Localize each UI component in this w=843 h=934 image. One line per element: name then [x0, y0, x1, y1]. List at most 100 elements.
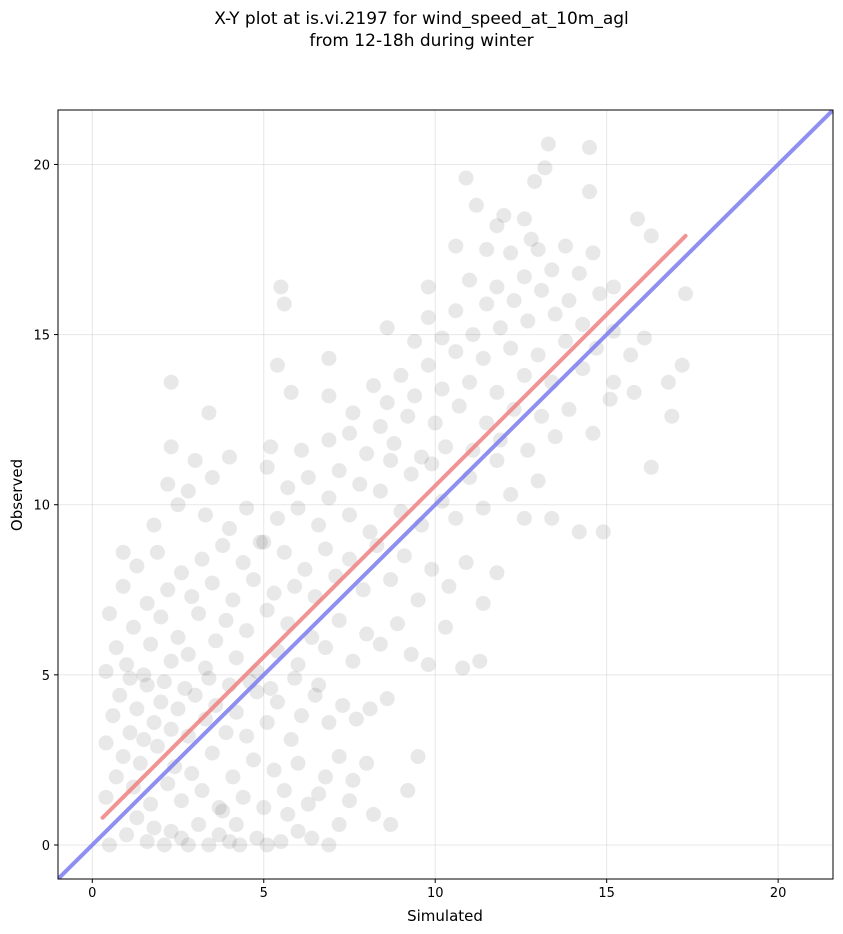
- scatter-point: [575, 316, 591, 332]
- scatter-point: [108, 769, 124, 785]
- scatter-point: [503, 487, 519, 502]
- scatter-point: [273, 834, 289, 850]
- scatter-point: [379, 320, 395, 336]
- scatter-point: [321, 350, 337, 366]
- scatter-point: [335, 697, 351, 713]
- scatter-point: [187, 687, 203, 703]
- scatter-point: [211, 800, 227, 816]
- scatter-point: [585, 425, 601, 441]
- scatter-point: [424, 456, 440, 472]
- scatter-point: [311, 677, 327, 693]
- one-to-one-line: [58, 110, 833, 879]
- scatter-point: [139, 834, 155, 850]
- scatter-point: [479, 415, 495, 431]
- scatter-point: [191, 817, 207, 833]
- scatter-point: [386, 435, 402, 451]
- scatter-point: [321, 490, 337, 506]
- scatter-point: [228, 650, 244, 666]
- scatter-point: [317, 769, 333, 785]
- scatter-point: [160, 476, 176, 492]
- scatter-point: [558, 238, 574, 254]
- scatter-point: [468, 197, 484, 213]
- scatter-point: [558, 333, 574, 349]
- scatter-point: [290, 500, 306, 516]
- scatter-point: [280, 806, 296, 822]
- scatter-point: [365, 806, 381, 822]
- scatter-point: [283, 384, 299, 400]
- x-tick-label: 20: [770, 886, 787, 901]
- plot-frame: [57, 109, 834, 880]
- scatter-point: [420, 357, 436, 373]
- scatter-point: [293, 442, 309, 458]
- scatter-point: [359, 446, 375, 462]
- scatter-point: [232, 837, 248, 853]
- scatter-point: [438, 439, 453, 455]
- scatter-point: [420, 279, 436, 295]
- scatter-point: [283, 731, 299, 747]
- scatter-point: [475, 595, 491, 611]
- scatter-point: [300, 469, 316, 485]
- scatter-point: [163, 721, 179, 737]
- x-axis-label: Simulated: [407, 907, 483, 925]
- scatter-point: [530, 347, 546, 363]
- scatter-point: [197, 711, 213, 727]
- scatter-point: [273, 279, 289, 295]
- scatter-point: [215, 538, 231, 554]
- scatter-point: [276, 783, 292, 799]
- scatter-point: [362, 701, 378, 717]
- scatter-point: [547, 429, 563, 445]
- scatter-point: [455, 660, 471, 676]
- y-axis-ticks: 0 5 10 15 20: [33, 158, 58, 854]
- chart-title-block: X-Y plot at is.vi.2197 for wind_speed_at…: [0, 8, 843, 52]
- scatter-point: [475, 500, 491, 516]
- scatter-point: [606, 323, 622, 339]
- scatter-point: [602, 391, 618, 407]
- scatter-point: [348, 711, 364, 727]
- scatter-point: [506, 293, 522, 309]
- scatter-point: [132, 755, 148, 771]
- scatter-point: [173, 793, 189, 809]
- scatter-point: [472, 653, 488, 669]
- scatter-point: [290, 823, 306, 839]
- scatter-point: [259, 459, 275, 475]
- scatter-point: [293, 708, 309, 724]
- scatter-point: [441, 578, 457, 594]
- scatter-point: [98, 789, 114, 805]
- scatter-point: [393, 367, 409, 383]
- scatter-point: [626, 384, 642, 400]
- scatter-point: [184, 589, 200, 605]
- scatter-point: [317, 541, 333, 557]
- scatter-point: [218, 612, 234, 628]
- y-tick-label: 0: [42, 839, 50, 854]
- scatter-point: [245, 752, 261, 768]
- scatter-point: [225, 769, 241, 785]
- scatter-point: [287, 578, 303, 594]
- scatter-point: [184, 766, 200, 782]
- scatter-point: [389, 616, 405, 632]
- scatter-point: [201, 405, 217, 421]
- chart-subtitle: from 12-18h during winter: [309, 31, 534, 51]
- scatter-point: [163, 823, 179, 839]
- scatter-point: [492, 320, 508, 336]
- scatter-point: [410, 592, 426, 608]
- scatter-point: [489, 384, 505, 400]
- scatter-point: [259, 714, 275, 730]
- scatter-point: [372, 636, 388, 652]
- scatter-point: [256, 534, 272, 550]
- scatter-point: [239, 728, 255, 744]
- scatter-point: [489, 452, 505, 468]
- scatter-point: [136, 667, 152, 683]
- reference-lines: [58, 110, 833, 879]
- scatter-point: [520, 313, 536, 329]
- scatter-point: [561, 293, 577, 309]
- scatter-point: [636, 330, 652, 346]
- scatter-point: [143, 636, 159, 652]
- scatter-point: [520, 442, 536, 458]
- scatter-point: [263, 680, 279, 696]
- scatter-point: [664, 408, 680, 424]
- scatter-point: [341, 793, 357, 809]
- scatter-point: [180, 646, 196, 662]
- scatter-point: [256, 800, 272, 816]
- scatter-point: [534, 408, 550, 424]
